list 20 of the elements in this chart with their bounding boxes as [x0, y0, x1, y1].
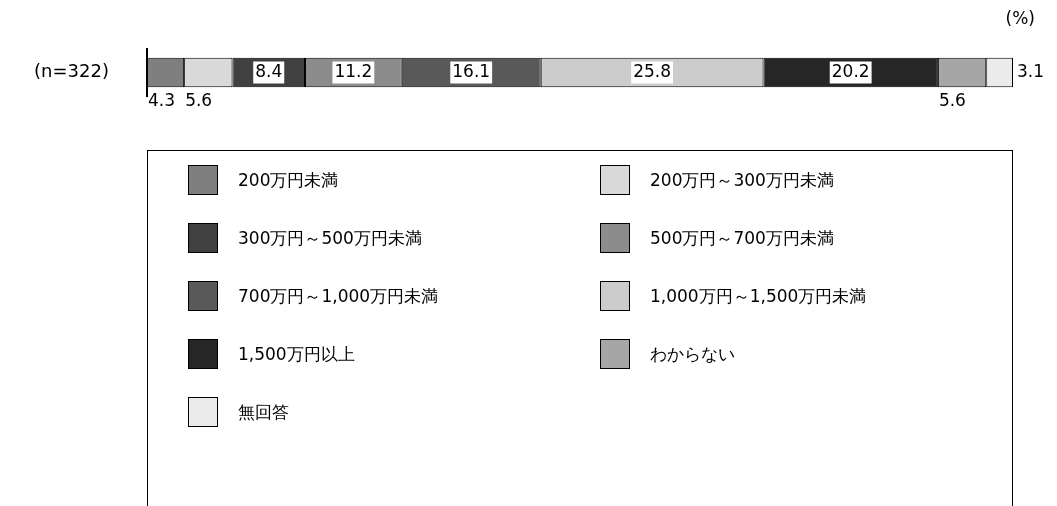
legend-label: 700万円～1,000万円未満: [238, 284, 439, 308]
legend-label: 無回答: [238, 400, 289, 424]
legend-label: 300万円～500万円未満: [238, 226, 422, 250]
data-label: 20.2: [831, 60, 870, 81]
data-label: 25.8: [633, 60, 672, 81]
legend-label: 500万円～700万円未満: [650, 226, 834, 250]
data-label: 16.1: [452, 60, 491, 81]
data-label: 3.1: [1017, 60, 1045, 81]
y-tick-label: (n=322): [34, 60, 109, 82]
data-label: 8.4: [255, 60, 283, 81]
data-label: 5.6: [185, 89, 213, 110]
data-label: 11.2: [334, 60, 373, 81]
legend-label: 200万円未満: [238, 168, 339, 192]
legend-label: 1,000万円～1,500万円未満: [650, 284, 867, 308]
annotation: (%): [1005, 8, 1035, 28]
data-label: 5.6: [938, 89, 966, 110]
legend-label: 200万円～300万円未満: [650, 168, 834, 192]
legend-label: わからない: [650, 342, 735, 366]
data-label: 4.3: [148, 89, 176, 110]
legend-label: 1,500万円以上: [238, 342, 355, 366]
